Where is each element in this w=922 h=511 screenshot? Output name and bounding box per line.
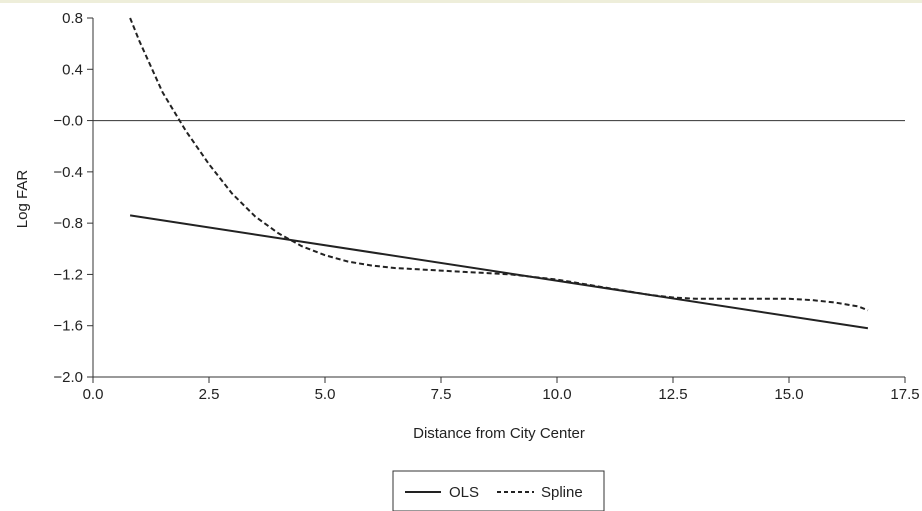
x-tick-label: 7.5 bbox=[431, 386, 452, 403]
y-tick-label: −0.4 bbox=[53, 164, 83, 181]
x-tick-label: 5.0 bbox=[315, 386, 336, 403]
axes bbox=[92, 18, 905, 378]
x-tick-label: 0.0 bbox=[83, 386, 104, 403]
y-tick-label: 0.4 bbox=[62, 61, 83, 78]
y-axis-label: Log FAR bbox=[14, 170, 31, 229]
y-tick-label: −0.0 bbox=[53, 113, 83, 130]
series-ols-line bbox=[129, 214, 869, 330]
legend-spline-label: Spline bbox=[541, 484, 583, 501]
y-tick-label: 0.8 bbox=[62, 10, 83, 27]
legend-ols-label: OLS bbox=[449, 484, 479, 501]
legend: OLS Spline bbox=[392, 470, 605, 511]
tick-labels: 0.0 2.5 5.0 7.5 10.0 12.5 15.0 17.5 0.8 0.4 −0.0 −0… bbox=[53, 10, 919, 403]
x-tick-label: 2.5 bbox=[199, 386, 220, 403]
x-tick-label: 15.0 bbox=[774, 386, 803, 403]
series-spline-line bbox=[129, 17, 869, 312]
y-tick-label: −1.2 bbox=[53, 266, 83, 283]
x-axis-label: Distance from City Center bbox=[413, 425, 585, 442]
y-tick-label: −0.8 bbox=[53, 215, 83, 232]
top-band bbox=[0, 0, 922, 3]
x-tick-label: 17.5 bbox=[890, 386, 919, 403]
series-lines bbox=[129, 17, 869, 330]
y-tick-label: −1.6 bbox=[53, 318, 83, 335]
x-tick-label: 10.0 bbox=[542, 386, 571, 403]
tick-marks bbox=[87, 17, 906, 383]
y-tick-label: −2.0 bbox=[53, 369, 83, 386]
x-tick-label: 12.5 bbox=[658, 386, 687, 403]
